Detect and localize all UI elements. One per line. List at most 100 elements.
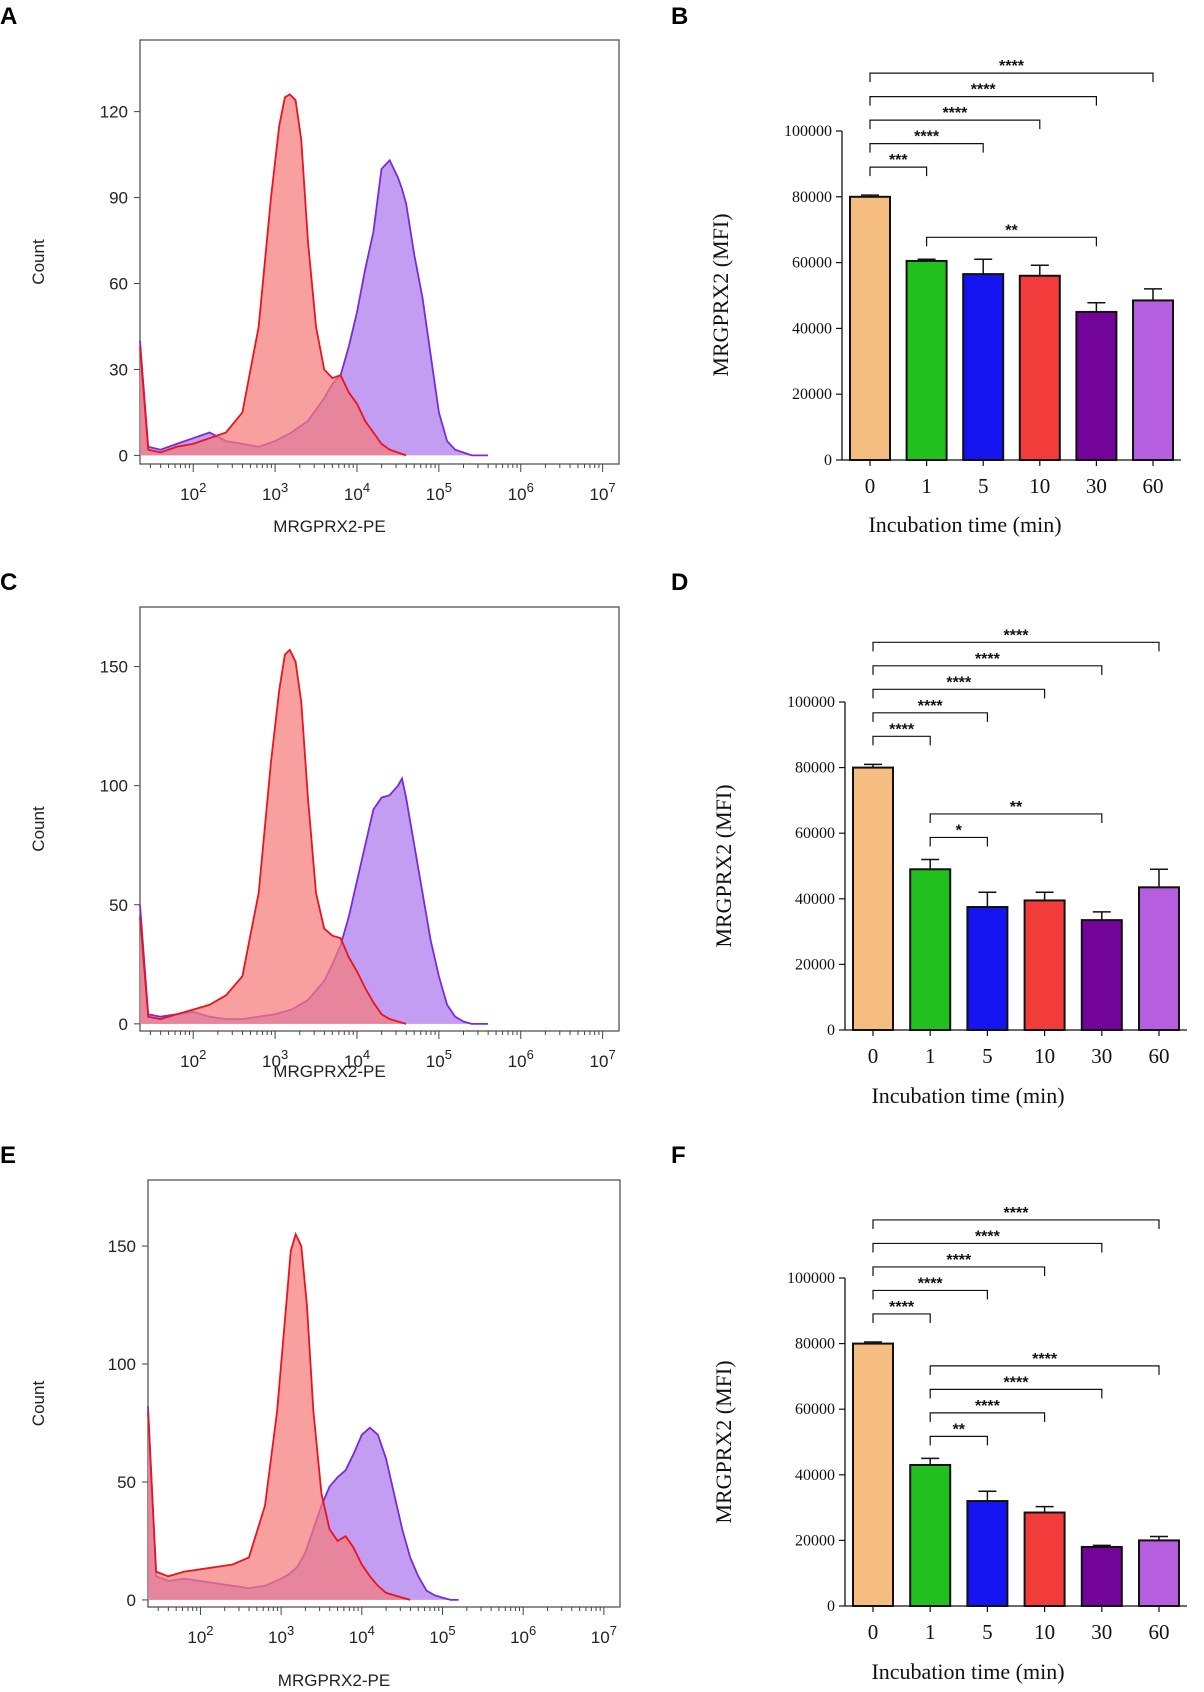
x-tick-label: 0 xyxy=(868,1620,879,1644)
x-tick-label: 30 xyxy=(1091,1620,1112,1644)
x-tick-label-1e7: 107 xyxy=(590,1047,616,1071)
significance-bracket xyxy=(869,166,928,177)
y-tick-label: 40000 xyxy=(795,891,835,908)
y-axis-title: Count xyxy=(29,1381,48,1427)
x-axis-title: MRGPRX2-PE xyxy=(278,1671,390,1690)
significance-bracket xyxy=(872,1219,1160,1229)
y-tick-label: 80000 xyxy=(795,1336,835,1353)
significance-label: **** xyxy=(975,651,1001,668)
bar-0-min xyxy=(852,1342,894,1607)
x-tick-label-1e2: 102 xyxy=(187,1623,213,1647)
y-axis-title: Count xyxy=(29,806,48,852)
x-axis-title: Incubation time (min) xyxy=(871,1083,1064,1108)
significance-bracket xyxy=(929,1365,1160,1375)
significance-label: **** xyxy=(918,1275,944,1292)
y-tick-label: 80000 xyxy=(792,189,832,206)
y-tick-label: 120 xyxy=(100,103,128,122)
significance-label: **** xyxy=(975,1228,1001,1245)
histogram-red-area xyxy=(140,649,407,1024)
bar-30-min xyxy=(1080,1545,1123,1607)
x-tick-label: 10 xyxy=(1029,474,1050,498)
bar-10-min xyxy=(1023,1511,1066,1608)
x-tick-label-1e7: 107 xyxy=(591,1623,617,1647)
panel-letter-c: C xyxy=(0,569,17,596)
significance-label: * xyxy=(956,822,963,839)
x-tick-label: 10 xyxy=(1034,1044,1055,1068)
bar-30-min xyxy=(1075,310,1118,462)
bar-30-min xyxy=(1080,919,1123,1031)
significance-label: ** xyxy=(1005,222,1018,239)
y-tick-label: 20000 xyxy=(795,1532,835,1549)
significance-bracket xyxy=(929,1435,988,1446)
y-tick-label: 90 xyxy=(109,189,128,208)
bar-5-min xyxy=(966,906,1009,1031)
panel-letter-e: E xyxy=(0,1142,16,1169)
y-tick-label: 0 xyxy=(119,1015,128,1034)
x-tick-label: 60 xyxy=(1149,1620,1170,1644)
y-axis-title: MRGPRX2 (MFI) xyxy=(711,784,736,947)
y-tick-label: 50 xyxy=(109,896,128,915)
bar-0-min xyxy=(849,195,891,462)
bar-0-min xyxy=(852,766,894,1031)
x-tick-label: 5 xyxy=(982,1620,993,1644)
x-tick-label: 1 xyxy=(921,474,932,498)
y-tick-label: 100000 xyxy=(787,694,835,711)
significance-bracket xyxy=(929,1412,1046,1422)
significance-label: **** xyxy=(889,1299,915,1316)
significance-bracket xyxy=(872,1313,931,1323)
significance-label: **** xyxy=(1004,627,1030,644)
y-tick-label: 60000 xyxy=(795,825,835,842)
x-tick-label: 5 xyxy=(982,1044,993,1068)
x-tick-label-1e3: 103 xyxy=(262,1047,288,1071)
x-tick-label-1e5: 105 xyxy=(429,1623,455,1647)
x-axis-title: MRGPRX2-PE xyxy=(273,1062,385,1081)
histogram-red-line xyxy=(147,1231,411,1601)
significance-label: **** xyxy=(914,129,940,146)
y-tick-label: 60000 xyxy=(792,255,832,272)
panel-letter-d: D xyxy=(671,569,688,596)
x-tick-label: 30 xyxy=(1091,1044,1112,1068)
significance-bracket xyxy=(872,1289,988,1300)
y-tick-label: 60000 xyxy=(795,1401,835,1418)
y-tick-label: 40000 xyxy=(792,320,832,337)
bar-60-min xyxy=(1138,886,1180,1031)
y-axis-title: Count xyxy=(29,239,48,285)
x-tick-label: 30 xyxy=(1086,474,1107,498)
x-tick-label-1e3: 103 xyxy=(262,480,288,504)
y-tick-label: 20000 xyxy=(792,386,832,403)
bar-10-min xyxy=(1023,899,1066,1031)
y-tick-label: 60 xyxy=(109,275,128,294)
significance-label: **** xyxy=(942,105,968,122)
significance-label: **** xyxy=(999,58,1025,75)
significance-bracket xyxy=(929,1388,1103,1399)
y-tick-label: 50 xyxy=(117,1473,136,1492)
histogram-red-line xyxy=(139,648,407,1025)
significance-bracket xyxy=(869,72,1154,83)
y-tick-label: 100 xyxy=(108,1355,136,1374)
bar-5-min xyxy=(962,273,1005,461)
x-axis-title: MRGPRX2-PE xyxy=(273,517,385,536)
x-tick-label: 60 xyxy=(1149,1044,1170,1068)
y-axis-title: MRGPRX2 (MFI) xyxy=(708,213,733,376)
panel-letter-b: B xyxy=(671,3,688,30)
y-tick-label: 20000 xyxy=(795,956,835,973)
bar-1-min xyxy=(909,868,952,1032)
bar-60-min xyxy=(1138,1539,1180,1608)
y-tick-label: 0 xyxy=(127,1591,136,1610)
significance-label: **** xyxy=(946,1252,972,1269)
histogram-red-line xyxy=(139,93,407,457)
significance-label: **** xyxy=(975,1398,1001,1415)
y-tick-label: 0 xyxy=(827,1598,835,1615)
y-tick-label: 80000 xyxy=(795,760,835,777)
y-tick-label: 150 xyxy=(108,1237,136,1256)
bar-60-min xyxy=(1132,299,1174,461)
x-tick-label-1e4: 104 xyxy=(344,1047,370,1071)
y-tick-label: 0 xyxy=(824,452,832,469)
x-tick-label-1e2: 102 xyxy=(180,1047,206,1071)
histogram-purple-area xyxy=(148,1406,459,1600)
significance-label: **** xyxy=(1004,1205,1030,1222)
significance-label: *** xyxy=(889,152,908,169)
